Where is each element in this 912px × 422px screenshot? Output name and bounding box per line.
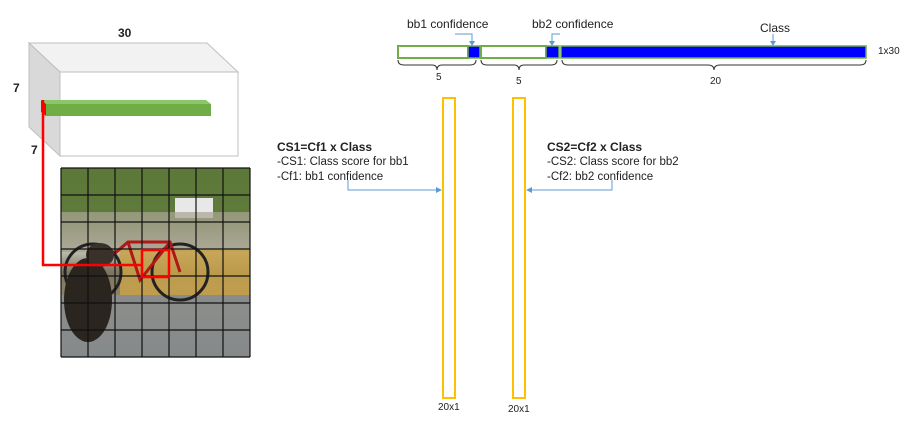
cube-width-label: 30 <box>118 26 132 40</box>
cell-to-vector-arrow <box>41 100 142 267</box>
column-bb1-size-label: 20x1 <box>438 402 460 413</box>
class-score-column-bb1 <box>442 97 456 399</box>
cs1-heading: CS1=Cf1 x Class <box>277 140 373 154</box>
cs2-line: -Cf2: bb2 confidence <box>547 171 654 183</box>
cs2-explanation: CS2=Cf2 x Class -CS2: Class score for bb… <box>547 140 679 185</box>
grid-cell-vector-top <box>41 100 211 104</box>
bracket-bb1-count: 5 <box>436 72 442 83</box>
bb1-confidence-pointer <box>455 33 473 44</box>
cube-height-label: 7 <box>13 81 20 95</box>
photo-grid <box>60 167 251 358</box>
vector-segment-bb1-box <box>397 45 469 59</box>
bb2-confidence-pointer <box>551 33 560 44</box>
vector-segment-bb2-confidence <box>545 45 560 59</box>
column-bb2-size-label: 20x1 <box>508 404 530 415</box>
bracket-class <box>561 59 867 71</box>
cs1-line: -CS1: Class score for bb1 <box>277 156 409 168</box>
cube-top-face <box>27 42 240 73</box>
bracket-bb2 <box>480 59 558 71</box>
cube-depth-label: 7 <box>31 143 38 157</box>
cs1-arrow <box>347 180 437 191</box>
vector-segment-bb2-box <box>480 45 547 59</box>
class-score-column-bb2 <box>512 97 526 399</box>
vector-segment-class-probs <box>560 45 867 59</box>
grid-cell-vector <box>46 104 211 116</box>
bracket-bb2-count: 5 <box>516 76 522 87</box>
cs2-heading: CS2=Cf2 x Class <box>547 140 643 154</box>
cs2-arrow <box>531 180 613 191</box>
class-label: Class <box>760 21 791 35</box>
vector-segment-bb1-confidence <box>467 45 481 59</box>
bb2-confidence-label: bb2 confidence <box>532 17 614 31</box>
responsible-cell <box>140 248 171 279</box>
bracket-bb1 <box>397 59 477 71</box>
cs2-line: -CS2: Class score for bb2 <box>547 156 679 168</box>
bb1-confidence-label: bb1 confidence <box>407 17 489 31</box>
bracket-class-count: 20 <box>710 76 722 87</box>
vector-size-label: 1x30 <box>878 46 900 57</box>
output-vector <box>397 45 867 59</box>
cs1-explanation: CS1=Cf1 x Class -CS1: Class score for bb… <box>277 140 409 185</box>
cs1-line: -Cf1: bb1 confidence <box>277 171 384 183</box>
